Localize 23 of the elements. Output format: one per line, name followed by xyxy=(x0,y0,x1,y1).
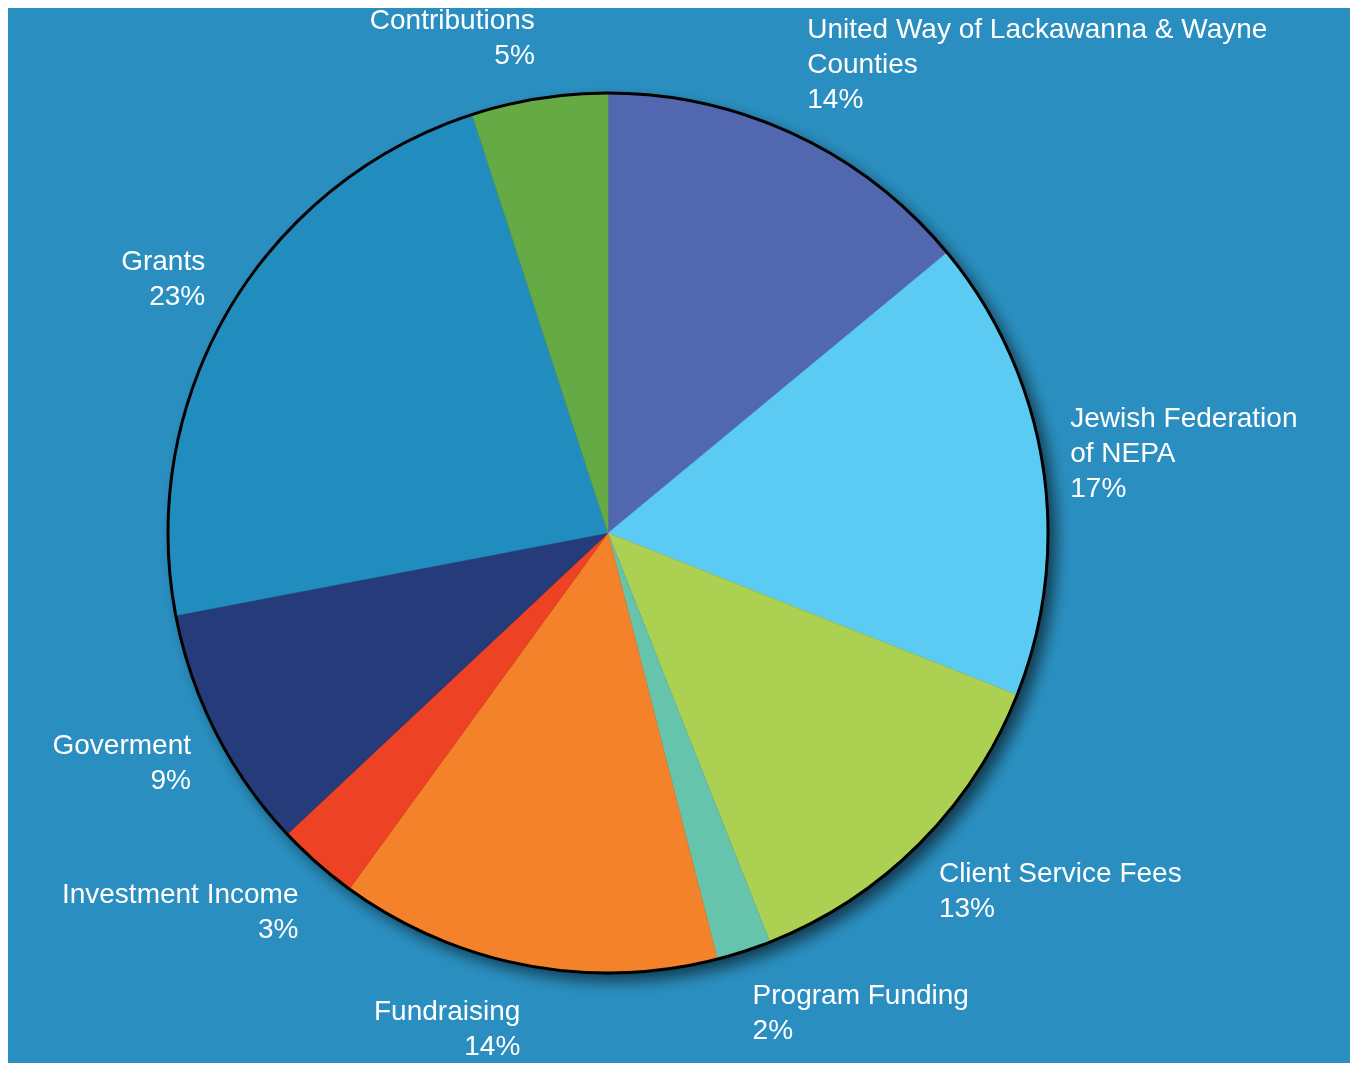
slice-label: Contributions xyxy=(369,4,535,36)
data-label: 3% xyxy=(258,913,299,945)
data-label: 2% xyxy=(752,1014,794,1046)
slice-label: Client Service Fees xyxy=(938,856,1182,888)
data-label: 17% xyxy=(1070,472,1127,504)
slice-label: Grants xyxy=(121,244,206,276)
pie-slice xyxy=(607,532,771,960)
pie-slice xyxy=(471,92,609,534)
data-label: 14% xyxy=(807,82,864,114)
pie-slice xyxy=(349,532,718,974)
data-label: 14% xyxy=(464,1030,521,1062)
pie-slice xyxy=(607,252,1049,696)
slice-label: United Way of Lackawanna & Wayne Counties xyxy=(807,12,1268,79)
data-label: 23% xyxy=(149,279,206,311)
slice-label: Goverment xyxy=(52,729,192,761)
data-label: 9% xyxy=(150,764,192,796)
slice-label: Jewish Federation of NEPA xyxy=(1070,402,1298,469)
data-label: 13% xyxy=(938,891,995,923)
pie-slice xyxy=(607,532,1018,943)
data-label: 5% xyxy=(494,39,535,71)
slice-label: Program Funding xyxy=(752,979,969,1011)
slice-label: Fundraising xyxy=(373,995,521,1027)
slice-label: Investment Income xyxy=(61,878,299,910)
